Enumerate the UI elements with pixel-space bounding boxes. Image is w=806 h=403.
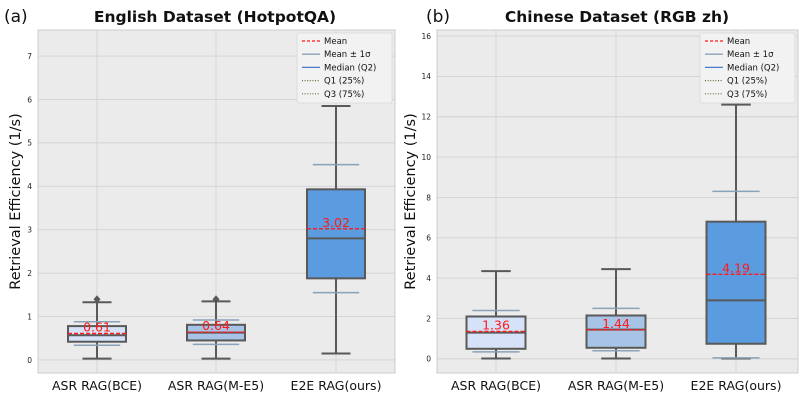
legend-label-median: Median (Q2) <box>727 63 779 73</box>
axes-frame <box>436 29 799 374</box>
y-tick-label: 3 <box>27 226 32 235</box>
y-tick-label: 7 <box>27 52 32 61</box>
x-tick-label: ASR RAG(BCE) <box>52 378 142 393</box>
y-tick-label: 5 <box>27 139 32 148</box>
y-tick-label: 6 <box>426 234 431 243</box>
y-tick-label: 0 <box>27 356 32 365</box>
legend-label-q3: Q3 (75%) <box>727 90 767 100</box>
panel-label: (b) <box>426 7 450 27</box>
y-axis-label: Retrieval Efficiency (1/s) <box>8 113 24 289</box>
mean-value-label: 0.64 <box>202 318 230 333</box>
outlier-point <box>93 295 101 304</box>
legend: Mean Mean ± 1σ Median (Q2) Q1 (25%) Q3 (75%) <box>296 32 393 104</box>
mean-value-label: 1.44 <box>602 316 630 331</box>
y-axis-label: Retrieval Efficiency (1/s) <box>403 113 419 289</box>
legend-label-mean: Mean <box>727 37 750 47</box>
y-tick-label: 4 <box>27 182 32 191</box>
y-tick-label: 0 <box>426 355 431 364</box>
legend-label-q1: Q1 (25%) <box>324 77 364 87</box>
legend-box <box>296 32 393 104</box>
x-tick-label: ASR RAG(BCE) <box>451 378 541 393</box>
x-tick-label: ASR RAG(M-E5) <box>568 378 664 393</box>
x-tick-label: ASR RAG(M-E5) <box>168 378 264 393</box>
box-2: 1.44 <box>585 268 647 360</box>
y-tick-label: 16 <box>421 32 431 41</box>
x-tick-label: E2E RAG(ours) <box>291 378 382 393</box>
box-3: 3.02 <box>306 104 366 355</box>
chart-title: Chinese Dataset (RGB zh) <box>505 8 729 26</box>
y-tick-label: 4 <box>426 274 431 283</box>
box-3: 4.19 <box>705 103 767 360</box>
axes-frame <box>37 29 396 374</box>
legend-label-mean: Mean <box>324 37 347 47</box>
y-tick-label: 14 <box>421 72 431 81</box>
y-tick-label: 2 <box>426 314 431 323</box>
mean-value-label: 0.61 <box>83 319 111 334</box>
box-iqr <box>585 314 647 349</box>
mean-value-label: 4.19 <box>722 260 750 275</box>
x-tick-label: E2E RAG(ours) <box>691 378 782 393</box>
y-tick-label: 8 <box>426 193 431 202</box>
chart-panel-b: 0 2 4 6 8 10 12 14 16 1.36 ASR RAG(BCE) 1.44 ASR RAG… <box>403 7 799 393</box>
legend-label-median: Median (Q2) <box>324 63 376 73</box>
y-tick-label: 6 <box>27 95 32 104</box>
panel-label: (a) <box>4 7 28 27</box>
legend: Mean Mean ± 1σ Median (Q2) Q1 (25%) Q3 (75%) <box>699 32 796 104</box>
legend-label-mean_sd: Mean ± 1σ <box>727 50 774 60</box>
legend-label-q3: Q3 (75%) <box>324 90 364 100</box>
y-tick-label: 2 <box>27 269 32 278</box>
chart-title: English Dataset (HotpotQA) <box>94 8 336 26</box>
chart-panel-a: 0 1 2 3 4 5 6 7 0.61 ASR RAG(BCE) 0.64 ASR RAG(M-E5… <box>4 7 396 393</box>
mean-value-label: 3.02 <box>322 215 350 230</box>
box-1: 0.61 <box>67 295 127 360</box>
box-iqr <box>306 188 366 280</box>
legend-label-q1: Q1 (25%) <box>727 77 767 87</box>
outlier-point <box>212 295 220 304</box>
legend-label-mean_sd: Mean ± 1σ <box>324 50 371 60</box>
y-tick-label: 12 <box>421 113 431 122</box>
box-iqr <box>705 220 767 345</box>
y-tick-label: 10 <box>421 153 431 162</box>
legend-box <box>699 32 796 104</box>
mean-value-label: 1.36 <box>482 317 510 332</box>
box-2: 0.64 <box>186 295 246 360</box>
y-tick-label: 1 <box>27 312 32 321</box>
box-1: 1.36 <box>465 270 527 360</box>
